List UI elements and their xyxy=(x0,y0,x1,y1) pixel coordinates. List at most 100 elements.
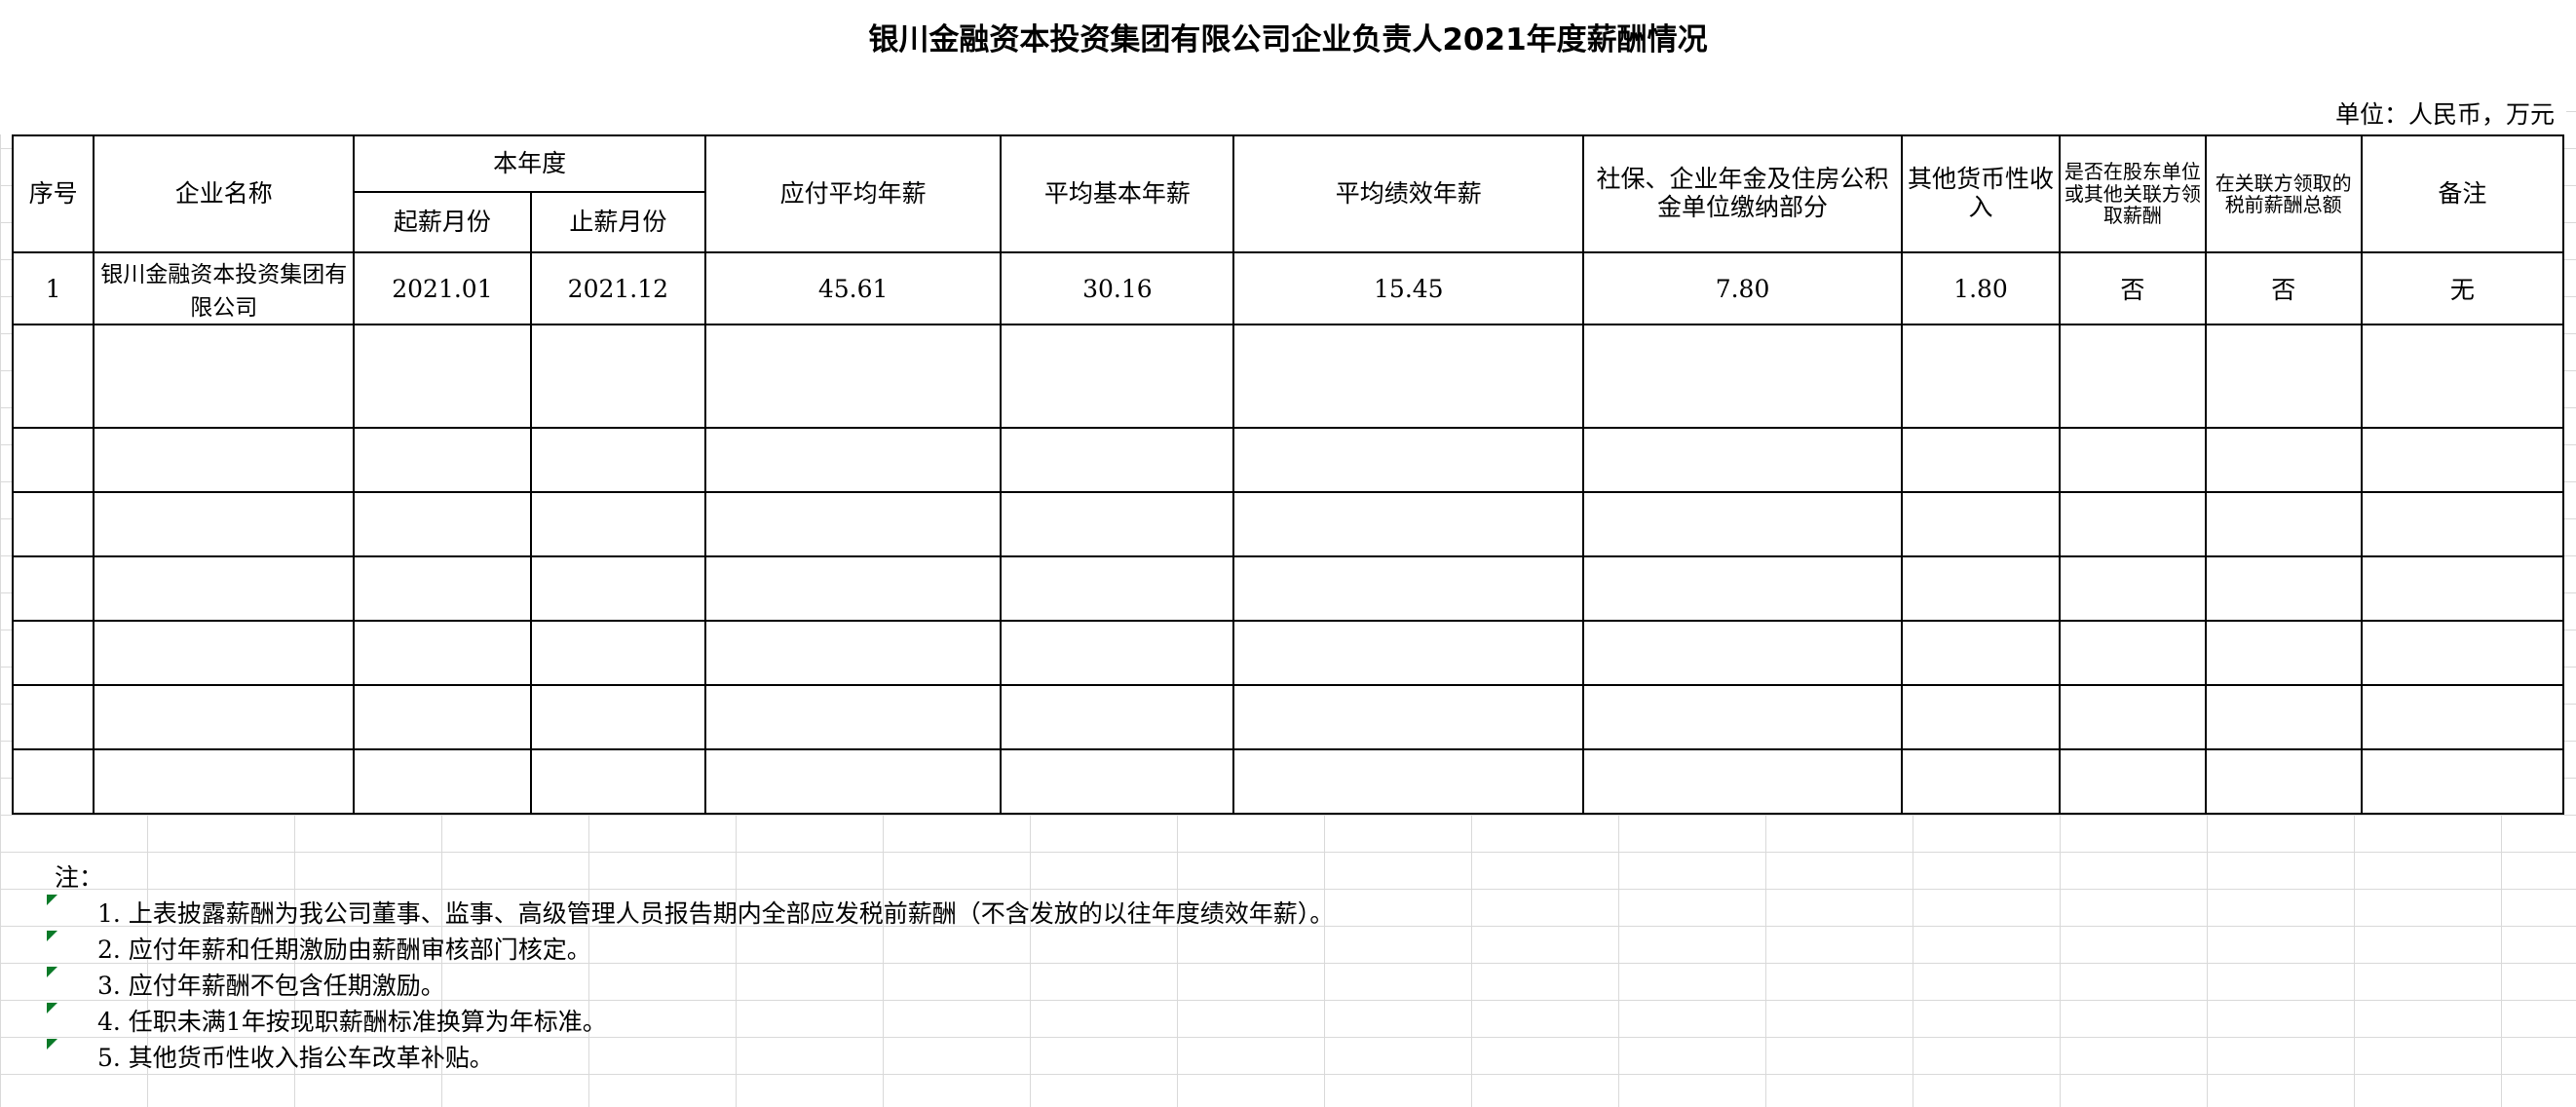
note-item-1-text: 1. 上表披露薪酬为我公司董事、监事、高级管理人员报告期内全部应发税前薪酬（不含… xyxy=(97,898,1335,928)
cell-empty xyxy=(2059,427,2207,493)
cell-empty xyxy=(1582,491,1903,557)
comment-marker-icon xyxy=(47,931,57,941)
note-item-2-text: 2. 应付年薪和任期激励由薪酬审核部门核定。 xyxy=(97,935,591,964)
cell-empty xyxy=(2059,555,2207,622)
header-remarks: 备注 xyxy=(2360,134,2565,253)
table-row-empty[interactable] xyxy=(11,684,2565,750)
cell-empty xyxy=(93,620,356,686)
cell-empty xyxy=(353,748,532,815)
cell-empty xyxy=(11,620,95,686)
header-end-month: 止薪月份 xyxy=(529,191,707,253)
note-item-3-text: 3. 应付年薪酬不包含任期激励。 xyxy=(97,971,445,1000)
cell-empty xyxy=(353,620,532,686)
header-avg-payable-annual: 应付平均年薪 xyxy=(704,134,1003,253)
note-item-5-text: 5. 其他货币性收入指公车改革补贴。 xyxy=(97,1043,494,1072)
page-title-text: 银川金融资本投资集团有限公司企业负责人2021年度薪酬情况 xyxy=(868,21,1708,57)
cell-empty xyxy=(2059,324,2207,429)
table-row[interactable]: 1 银川金融资本投资集团有限公司 2021.01 2021.12 45.61 3… xyxy=(11,251,2565,325)
cell-empty xyxy=(2059,684,2207,750)
header-avg-performance-annual: 平均绩效年薪 xyxy=(1232,134,1585,253)
table-row-empty[interactable] xyxy=(11,491,2565,557)
notes-section: 注： 1. 上表披露薪酬为我公司董事、监事、高级管理人员报告期内全部应发税前薪酬… xyxy=(12,858,2564,1074)
unit-note-text: 单位：人民币，万元 xyxy=(2334,100,2555,129)
note-item-4: 4. 任职未满1年按现职薪酬标准换算为年标准。 xyxy=(12,1002,2564,1038)
cell-social-insurance: 7.80 xyxy=(1582,251,1903,325)
cell-empty xyxy=(529,324,707,429)
note-item-2: 2. 应付年薪和任期激励由薪酬审核部门核定。 xyxy=(12,930,2564,966)
cell-empty xyxy=(704,427,1003,493)
salary-table-body: 1 银川金融资本投资集团有限公司 2021.01 2021.12 45.61 3… xyxy=(11,251,2565,815)
cell-empty xyxy=(93,684,356,750)
cell-empty xyxy=(1232,620,1585,686)
note-item-3: 3. 应付年薪酬不包含任期激励。 xyxy=(12,966,2564,1002)
cell-empty xyxy=(2204,491,2363,557)
table-row-empty[interactable] xyxy=(11,555,2565,622)
cell-empty xyxy=(2204,427,2363,493)
header-social-insurance: 社保、企业年金及住房公积金单位缴纳部分 xyxy=(1582,134,1903,253)
comment-marker-icon xyxy=(47,1003,57,1013)
header-related-party-total: 在关联方领取的税前薪酬总额 xyxy=(2204,134,2363,253)
cell-empty xyxy=(1232,427,1585,493)
cell-company-name: 银川金融资本投资集团有限公司 xyxy=(93,251,356,325)
cell-empty xyxy=(1232,324,1585,429)
cell-empty xyxy=(11,427,95,493)
cell-empty xyxy=(2360,491,2565,557)
cell-empty xyxy=(2204,620,2363,686)
cell-empty xyxy=(353,427,532,493)
cell-empty xyxy=(2360,748,2565,815)
table-row-empty[interactable] xyxy=(11,748,2565,815)
header-seq: 序号 xyxy=(11,134,95,253)
salary-table-head: 序号 企业名称 本年度 应付平均年薪 平均基本年薪 平均绩效年薪 社保、企业年金… xyxy=(11,134,2565,253)
cell-empty xyxy=(1582,324,1903,429)
cell-empty xyxy=(2059,491,2207,557)
cell-related-party-total: 否 xyxy=(2204,251,2363,325)
notes-label: 注： xyxy=(55,862,104,892)
header-start-month: 起薪月份 xyxy=(353,191,532,253)
cell-empty xyxy=(2204,748,2363,815)
table-row-empty[interactable] xyxy=(11,620,2565,686)
cell-empty xyxy=(1000,324,1235,429)
cell-empty xyxy=(1000,427,1235,493)
cell-empty xyxy=(1232,748,1585,815)
cell-empty xyxy=(2059,748,2207,815)
cell-empty xyxy=(1000,748,1235,815)
notes-label-row: 注： xyxy=(12,858,2564,894)
cell-empty xyxy=(11,491,95,557)
comment-marker-icon xyxy=(47,1039,57,1050)
unit-note: 单位：人民币，万元 xyxy=(0,94,2566,133)
cell-empty xyxy=(353,491,532,557)
cell-empty xyxy=(93,748,356,815)
salary-table: 序号 企业名称 本年度 应付平均年薪 平均基本年薪 平均绩效年薪 社保、企业年金… xyxy=(11,134,2565,815)
comment-marker-icon xyxy=(47,895,57,905)
salary-table-wrapper: 序号 企业名称 本年度 应付平均年薪 平均基本年薪 平均绩效年薪 社保、企业年金… xyxy=(11,134,2565,815)
header-other-monetary-income: 其他货币性收入 xyxy=(1900,134,2062,253)
cell-empty xyxy=(1900,324,2062,429)
cell-empty xyxy=(1000,491,1235,557)
cell-empty xyxy=(704,491,1003,557)
cell-empty xyxy=(529,427,707,493)
cell-empty xyxy=(2204,324,2363,429)
cell-empty xyxy=(1232,684,1585,750)
cell-empty xyxy=(353,684,532,750)
cell-other-monetary-income: 1.80 xyxy=(1900,251,2062,325)
cell-empty xyxy=(1900,684,2062,750)
cell-empty xyxy=(353,324,532,429)
cell-empty xyxy=(93,491,356,557)
cell-empty xyxy=(2204,555,2363,622)
cell-remarks: 无 xyxy=(2360,251,2565,325)
cell-empty xyxy=(2059,620,2207,686)
cell-empty xyxy=(2204,684,2363,750)
cell-empty xyxy=(93,427,356,493)
comment-marker-icon xyxy=(47,967,57,977)
table-row-empty[interactable] xyxy=(11,324,2565,429)
cell-empty xyxy=(1232,555,1585,622)
cell-avg-payable-annual: 45.61 xyxy=(704,251,1003,325)
header-avg-basic-annual: 平均基本年薪 xyxy=(1000,134,1235,253)
cell-empty xyxy=(1900,427,2062,493)
cell-empty xyxy=(2360,427,2565,493)
table-row-empty[interactable] xyxy=(11,427,2565,493)
header-company-name: 企业名称 xyxy=(93,134,356,253)
page-title: 银川金融资本投资集团有限公司企业负责人2021年度薪酬情况 xyxy=(0,14,2576,58)
note-item-4-text: 4. 任职未满1年按现职薪酬标准换算为年标准。 xyxy=(97,1007,607,1036)
